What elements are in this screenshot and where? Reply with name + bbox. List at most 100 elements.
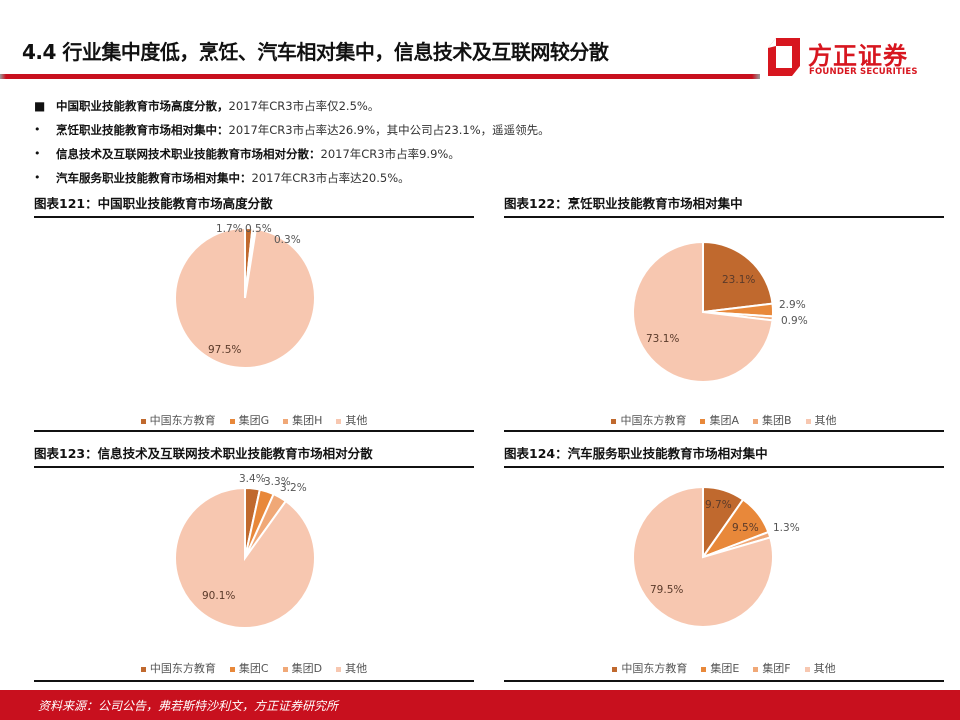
legend-swatch-icon (612, 666, 618, 672)
legend-label: 集团D (291, 662, 323, 675)
pie-label: 9.5% (732, 522, 759, 534)
legend-swatch-icon (805, 418, 811, 424)
legend-swatch-icon (229, 418, 235, 424)
legend-label: 集团A (709, 414, 739, 427)
title-divider (0, 74, 760, 79)
legend-swatch-icon (804, 666, 810, 672)
logo-chinese-text: 方正证券 (808, 42, 908, 70)
chart-title-rule (34, 216, 474, 218)
chart-title-rule (34, 466, 474, 468)
legend-item: 集团C (229, 660, 269, 676)
pie-label: 0.3% (274, 234, 301, 246)
pie-label: 3.3% (264, 476, 291, 488)
pie-slice (632, 240, 774, 383)
pie-label: 9.7% (705, 499, 732, 511)
legend-label: 中国东方教育 (621, 662, 688, 675)
pie-chart (174, 486, 316, 629)
pie-slice (174, 486, 316, 629)
legend-item: 集团E (701, 660, 739, 676)
legend-label: 集团H (292, 414, 323, 427)
legend-label: 其他 (345, 414, 368, 427)
bullet-item: • 烹饪职业技能教育市场相对集中： 2017年CR3市占率达26.9%，其中公司… (34, 118, 934, 142)
pie-label: 23.1% (722, 274, 756, 286)
legend-swatch-icon (283, 418, 289, 424)
legend-label: 中国东方教育 (149, 662, 216, 675)
legend-item: 中国东方教育 (140, 660, 216, 676)
pie-label: 73.1% (646, 333, 680, 345)
pie-label: 0.5% (245, 223, 272, 235)
legend-label: 集团E (710, 662, 740, 675)
source-note: 资料来源：公司公告，弗若斯特沙利文，方正证券研究所 (38, 699, 339, 713)
chart-panel-124: 图表124：汽车服务职业技能教育市场相对集中 9.7% 9.5% 1.3% 79… (504, 444, 944, 684)
bullet-item: ■ 中国职业技能教育市场高度分散， 2017年CR3市占率仅2.5%。 (34, 94, 934, 118)
bullet-heading: 中国职业技能教育市场高度分散， (56, 99, 229, 113)
legend-label: 集团C (238, 662, 269, 675)
pie-slice (702, 240, 774, 314)
legend-swatch-icon (701, 666, 707, 672)
pie-label: 79.5% (650, 584, 684, 596)
legend-swatch-icon (611, 418, 617, 424)
chart-panel-122: 图表122：烹饪职业技能教育市场相对集中 23.1% 2.9% 0.9% 73.… (504, 194, 944, 434)
footer-bar: 资料来源：公司公告，弗若斯特沙利文，方正证券研究所 (0, 690, 960, 720)
legend-swatch-icon (140, 666, 146, 672)
pie-slice (174, 226, 316, 369)
pie-label: 90.1% (202, 590, 236, 602)
pie-label: 1.3% (773, 522, 800, 534)
pie-slice (632, 485, 774, 628)
legend-label: 集团G (238, 414, 270, 427)
legend-label: 集团F (762, 662, 791, 675)
founder-securities-logo: 方正证券 FOUNDER SECURITIES (766, 36, 936, 80)
pie-label: 97.5% (208, 344, 242, 356)
legend-item: 集团A (700, 412, 739, 428)
pie-label: 1.7% (216, 223, 243, 235)
bullet-heading: 信息技术及互联网技术职业技能教育市场相对分散： (56, 147, 321, 161)
chart-bottom-rule (504, 430, 944, 432)
legend-item: 其他 (804, 660, 836, 676)
bullet-heading: 汽车服务职业技能教育市场相对集中： (56, 171, 252, 185)
founder-logo-icon (768, 38, 800, 76)
chart-title-rule (504, 466, 944, 468)
chart-title: 图表121：中国职业技能教育市场高度分散 (34, 196, 273, 211)
legend-item: 集团D (282, 660, 323, 676)
legend-label: 其他 (345, 662, 368, 675)
chart-title: 图表124：汽车服务职业技能教育市场相对集中 (504, 446, 768, 461)
legend-item: 集团G (229, 412, 270, 428)
bullet-text: 2017年CR3市占率9.9%。 (320, 147, 460, 161)
legend-swatch-icon (336, 418, 342, 424)
logo-english-text: FOUNDER SECURITIES (809, 67, 918, 77)
dot-bullet-icon: • (34, 147, 41, 160)
legend-item: 中国东方教育 (612, 660, 687, 676)
legend-label: 其他 (813, 662, 836, 675)
chart-bottom-rule (34, 430, 474, 432)
chart-panel-123: 图表123：信息技术及互联网技术职业技能教育市场相对分散 3.4% 3.3% 3… (34, 444, 474, 684)
legend-item: 其他 (805, 412, 837, 428)
pie-label: 2.9% (779, 299, 806, 311)
chart-title-rule (504, 216, 944, 218)
square-bullet-icon: ■ (34, 99, 46, 113)
chart-bottom-rule (504, 680, 944, 682)
chart-legend: 中国东方教育 集团A 集团B 其他 (504, 412, 944, 428)
legend-label: 集团B (761, 414, 792, 427)
pie-chart (174, 226, 316, 369)
bullet-heading: 烹饪职业技能教育市场相对集中： (56, 123, 229, 137)
legend-swatch-icon (752, 418, 758, 424)
chart-bottom-rule (34, 680, 474, 682)
legend-swatch-icon (753, 666, 759, 672)
legend-swatch-icon (336, 666, 342, 672)
legend-item: 集团H (283, 412, 322, 428)
legend-swatch-icon (700, 418, 706, 424)
chart-panel-121: 图表121：中国职业技能教育市场高度分散 1.7% 0.5% 0.3% 97.5… (34, 194, 474, 434)
pie-label: 0.9% (781, 315, 808, 327)
chart-legend: 中国东方教育 集团G 集团H 其他 (34, 412, 474, 428)
legend-item: 其他 (336, 412, 367, 428)
legend-label: 其他 (814, 414, 837, 427)
chart-title: 图表122：烹饪职业技能教育市场相对集中 (504, 196, 743, 211)
legend-label: 中国东方教育 (149, 414, 216, 427)
legend-swatch-icon (282, 666, 288, 672)
legend-swatch-icon (229, 666, 235, 672)
pie-label: 3.2% (280, 482, 307, 494)
legend-label: 中国东方教育 (620, 414, 687, 427)
legend-swatch-icon (140, 418, 146, 424)
dot-bullet-icon: • (34, 171, 41, 184)
chart-legend: 中国东方教育 集团C 集团D 其他 (34, 660, 474, 676)
